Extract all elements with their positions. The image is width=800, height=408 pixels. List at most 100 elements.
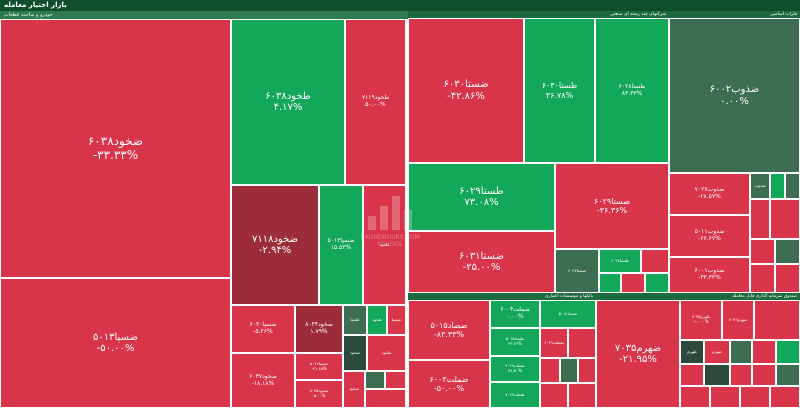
tile-filler-2[interactable] bbox=[385, 371, 406, 389]
tile-symbol: ضخود۶۰۳۷ bbox=[249, 372, 277, 380]
tile-filler-20[interactable] bbox=[540, 383, 568, 408]
tile-tahrom-small[interactable]: طهرم bbox=[680, 340, 704, 364]
tile-tsad5015[interactable]: طصاد۵۰۱۵ ۲۳.۴۴% bbox=[490, 328, 540, 356]
tile-symbol: ضسپا bbox=[391, 316, 402, 322]
tile-filler-13[interactable] bbox=[775, 239, 800, 264]
tile-symbol: ضستا۶۰۳۰ bbox=[443, 79, 489, 90]
tile-zkhod6037[interactable]: ضخود۶۰۳۷ -۱۸.۱۸% bbox=[231, 353, 295, 408]
tile-zsta6030[interactable]: ضستا۶۰۳۰ -۴۲.۸۶% bbox=[408, 18, 524, 163]
tile-tkhod7119[interactable]: طخود۷۱۱۹ ۵۰.۰۰% bbox=[345, 19, 406, 185]
tile-filler-32[interactable] bbox=[710, 386, 740, 408]
tile-filler-27[interactable] bbox=[704, 364, 730, 386]
tile-filler-25[interactable] bbox=[776, 340, 800, 364]
tile-change: -۴۲.۸۶% bbox=[447, 90, 485, 102]
tile-filler-21[interactable] bbox=[568, 383, 596, 408]
tile-filler-30[interactable] bbox=[776, 364, 800, 386]
tile-change: -۵۰.۰۰% bbox=[433, 384, 465, 393]
tile-change: -۵.۰۰% bbox=[312, 393, 326, 398]
tile-filler-8[interactable] bbox=[770, 173, 785, 199]
tile-filler-22[interactable] bbox=[754, 300, 800, 340]
tile-zzob5011[interactable]: ضذوب۵۰۱۱ -۶۶.۶۷% bbox=[669, 215, 750, 257]
tile-zahrom-small[interactable]: ضهرم bbox=[704, 340, 730, 364]
tile-filler-23[interactable] bbox=[730, 340, 752, 364]
tile-filler-12[interactable] bbox=[750, 239, 775, 264]
tile-filler-31[interactable] bbox=[680, 386, 710, 408]
tile-zzob7027[interactable]: ضذوب۷۰۲۷ -۲۸.۵۷% bbox=[669, 173, 750, 215]
tile-zsta6029[interactable]: ضستا۶۰۲۹ -۳۶.۳۶% bbox=[555, 163, 669, 249]
tile-filler-18[interactable] bbox=[560, 358, 578, 383]
tile-filler-9[interactable] bbox=[785, 173, 800, 199]
tile-symbol: ضذوب۵۰۱۱ bbox=[694, 228, 725, 236]
tile-symbol: طستا۶۰۲۷ bbox=[611, 257, 629, 263]
tile-zkhod-a[interactable]: ضخود bbox=[343, 335, 367, 371]
tile-change: -۲۸.۵۷% bbox=[698, 193, 721, 200]
tile-filler-28[interactable] bbox=[730, 364, 752, 386]
tile-zsepa5013b[interactable]: ضسپا۵۰۱۳ ۱۵.۵۳% bbox=[319, 185, 363, 305]
tile-filler-24[interactable] bbox=[752, 340, 776, 364]
tile-filler-16[interactable] bbox=[568, 328, 596, 358]
tile-zsepa5012[interactable]: ضسپا۵۰۱۲ -۲۱.۶۵% bbox=[295, 353, 343, 380]
tile-filler-4[interactable] bbox=[641, 249, 669, 273]
tile-symbol: ضذوب۶۰۰۱ bbox=[694, 267, 725, 275]
tile-symbol: طهرم۷۰۳۵ bbox=[691, 314, 711, 320]
tile-filler-26[interactable] bbox=[680, 364, 704, 386]
tile-tkhod-b[interactable]: طخود bbox=[367, 335, 406, 371]
tile-filler-29[interactable] bbox=[752, 364, 776, 386]
tile-tmelat7029[interactable]: طملت۷۰۲۹ bbox=[490, 382, 540, 408]
tile-filler-3[interactable] bbox=[365, 389, 406, 408]
tile-filler-7[interactable] bbox=[645, 273, 669, 293]
tile-tkhod6038[interactable]: طخود۶۰۳۸ ۴.۱۷% bbox=[231, 19, 345, 185]
tile-symbol: ضسپا۵۰۱۳ bbox=[93, 331, 138, 343]
tile-tsepa[interactable]: طسپا bbox=[343, 305, 367, 335]
tile-change: ۰.۰۰% bbox=[506, 313, 524, 320]
tile-change: -۳۶.۳۶% bbox=[596, 206, 628, 215]
tile-zsta6031[interactable]: ضستا۶۰۳۱ -۲۵.۰۰% bbox=[408, 231, 555, 293]
tile-zsta6027[interactable]: ضستا۶۰۲۷ bbox=[555, 249, 599, 293]
tile-zkhod8045[interactable]: ضخود۸۰۴۵ -۵.۰۰% bbox=[295, 380, 343, 408]
tile-zahrom7036[interactable]: ضهرم۷۰۳۶ bbox=[722, 300, 754, 340]
tile-symbol: ضخود۸۰۴۵ bbox=[309, 388, 329, 394]
tile-tkhod-a[interactable]: طخود bbox=[367, 305, 387, 335]
tile-zsepa6030[interactable]: ضسپا۶۰۳۰ -۵.۲۶% bbox=[231, 305, 295, 353]
tile-zmelat6003[interactable]: ضملت۶۰۰۳ -۵۰.۰۰% bbox=[408, 360, 490, 408]
tile-tsta6027[interactable]: طستا۶۰۲۷ bbox=[599, 249, 641, 273]
tile-filler-33[interactable] bbox=[740, 386, 770, 408]
tile-zsepa5013[interactable]: ضسپا۵۰۱۳ -۵۰.۰۰% bbox=[0, 278, 231, 408]
tile-zzob6001[interactable]: ضذوب۶۰۰۱ -۳۳.۳۳% bbox=[669, 257, 750, 293]
tile-filler-14[interactable] bbox=[750, 264, 775, 293]
tile-zmelat7029[interactable]: ضملت۷۰۲۹ ۳۷.۵۰% bbox=[490, 356, 540, 382]
tile-change: ۱۵.۵۳% bbox=[330, 244, 352, 251]
tile-zkhod7118[interactable]: ضخود۷۱۱۸ -۲.۹۴% bbox=[231, 185, 319, 305]
tile-symbol: طهرم bbox=[687, 348, 697, 354]
tile-zmelat6004[interactable]: ضملت۶۰۰۴ ۰.۰۰% bbox=[490, 300, 540, 328]
tile-change: -۶۶.۶۷% bbox=[698, 235, 721, 242]
tile-zkhod-b[interactable]: ضخود bbox=[343, 371, 365, 408]
tile-zmelat6029[interactable]: ضملت۶۰۲۹ bbox=[540, 328, 568, 358]
tile-zsepa-a[interactable]: ضسپا bbox=[387, 305, 406, 335]
tile-zahrom7035[interactable]: ضهرم۷۰۳۵ -۲۱.۹۵% bbox=[596, 300, 680, 408]
tile-zzob6002[interactable]: ضذوب۶۰۰۲ ۰.۰۰% bbox=[669, 18, 800, 173]
tile-filler-15[interactable] bbox=[775, 264, 800, 293]
tile-tsta6030[interactable]: طستا۶۰۳۰ ۳۶.۷۸% bbox=[524, 18, 595, 163]
tile-symbol: ضذوب۷۰۲۷ bbox=[694, 186, 725, 194]
tile-zsad5015[interactable]: ضصاد۵۰۱۵ -۸۳.۳۳% bbox=[408, 300, 490, 360]
tile-filler-34[interactable] bbox=[770, 386, 800, 408]
tile-tkhod-small[interactable]: طخود bbox=[363, 185, 406, 305]
tile-zsad5016[interactable]: ضصاد۵۰۱۶ bbox=[540, 300, 596, 328]
tile-tsta6028[interactable]: طستا۶۰۲۸ ۸۳.۳۳% bbox=[595, 18, 669, 163]
tile-change: ۳۶.۷۸% bbox=[545, 90, 574, 100]
tile-filler-17[interactable] bbox=[540, 358, 560, 383]
tile-zkhod8044[interactable]: ضخود۸۰۴۴ ۱.۷۹% bbox=[295, 305, 343, 353]
tile-tahrom7035[interactable]: طهرم۷۰۳۵ -۱۰.۰۰% bbox=[680, 300, 722, 340]
tile-filler-5[interactable] bbox=[599, 273, 621, 293]
tile-zkhod6038[interactable]: ضخود۶۰۳۸ -۳۳.۳۳% bbox=[0, 19, 231, 278]
tile-filler-19[interactable] bbox=[578, 358, 596, 383]
tile-symbol: ضسپا۵۰۱۳ bbox=[327, 237, 355, 245]
tile-zzob-small[interactable]: ضذوب bbox=[750, 173, 770, 199]
tile-tsta6029[interactable]: طستا۶۰۲۹ ۷۳.۰۸% bbox=[408, 163, 555, 231]
tile-filler-1[interactable] bbox=[365, 371, 385, 389]
tile-filler-10[interactable] bbox=[750, 199, 770, 239]
tile-symbol: ضهرم۷۰۳۵ bbox=[614, 342, 662, 354]
tile-filler-6[interactable] bbox=[621, 273, 645, 293]
tile-filler-11[interactable] bbox=[770, 199, 800, 239]
